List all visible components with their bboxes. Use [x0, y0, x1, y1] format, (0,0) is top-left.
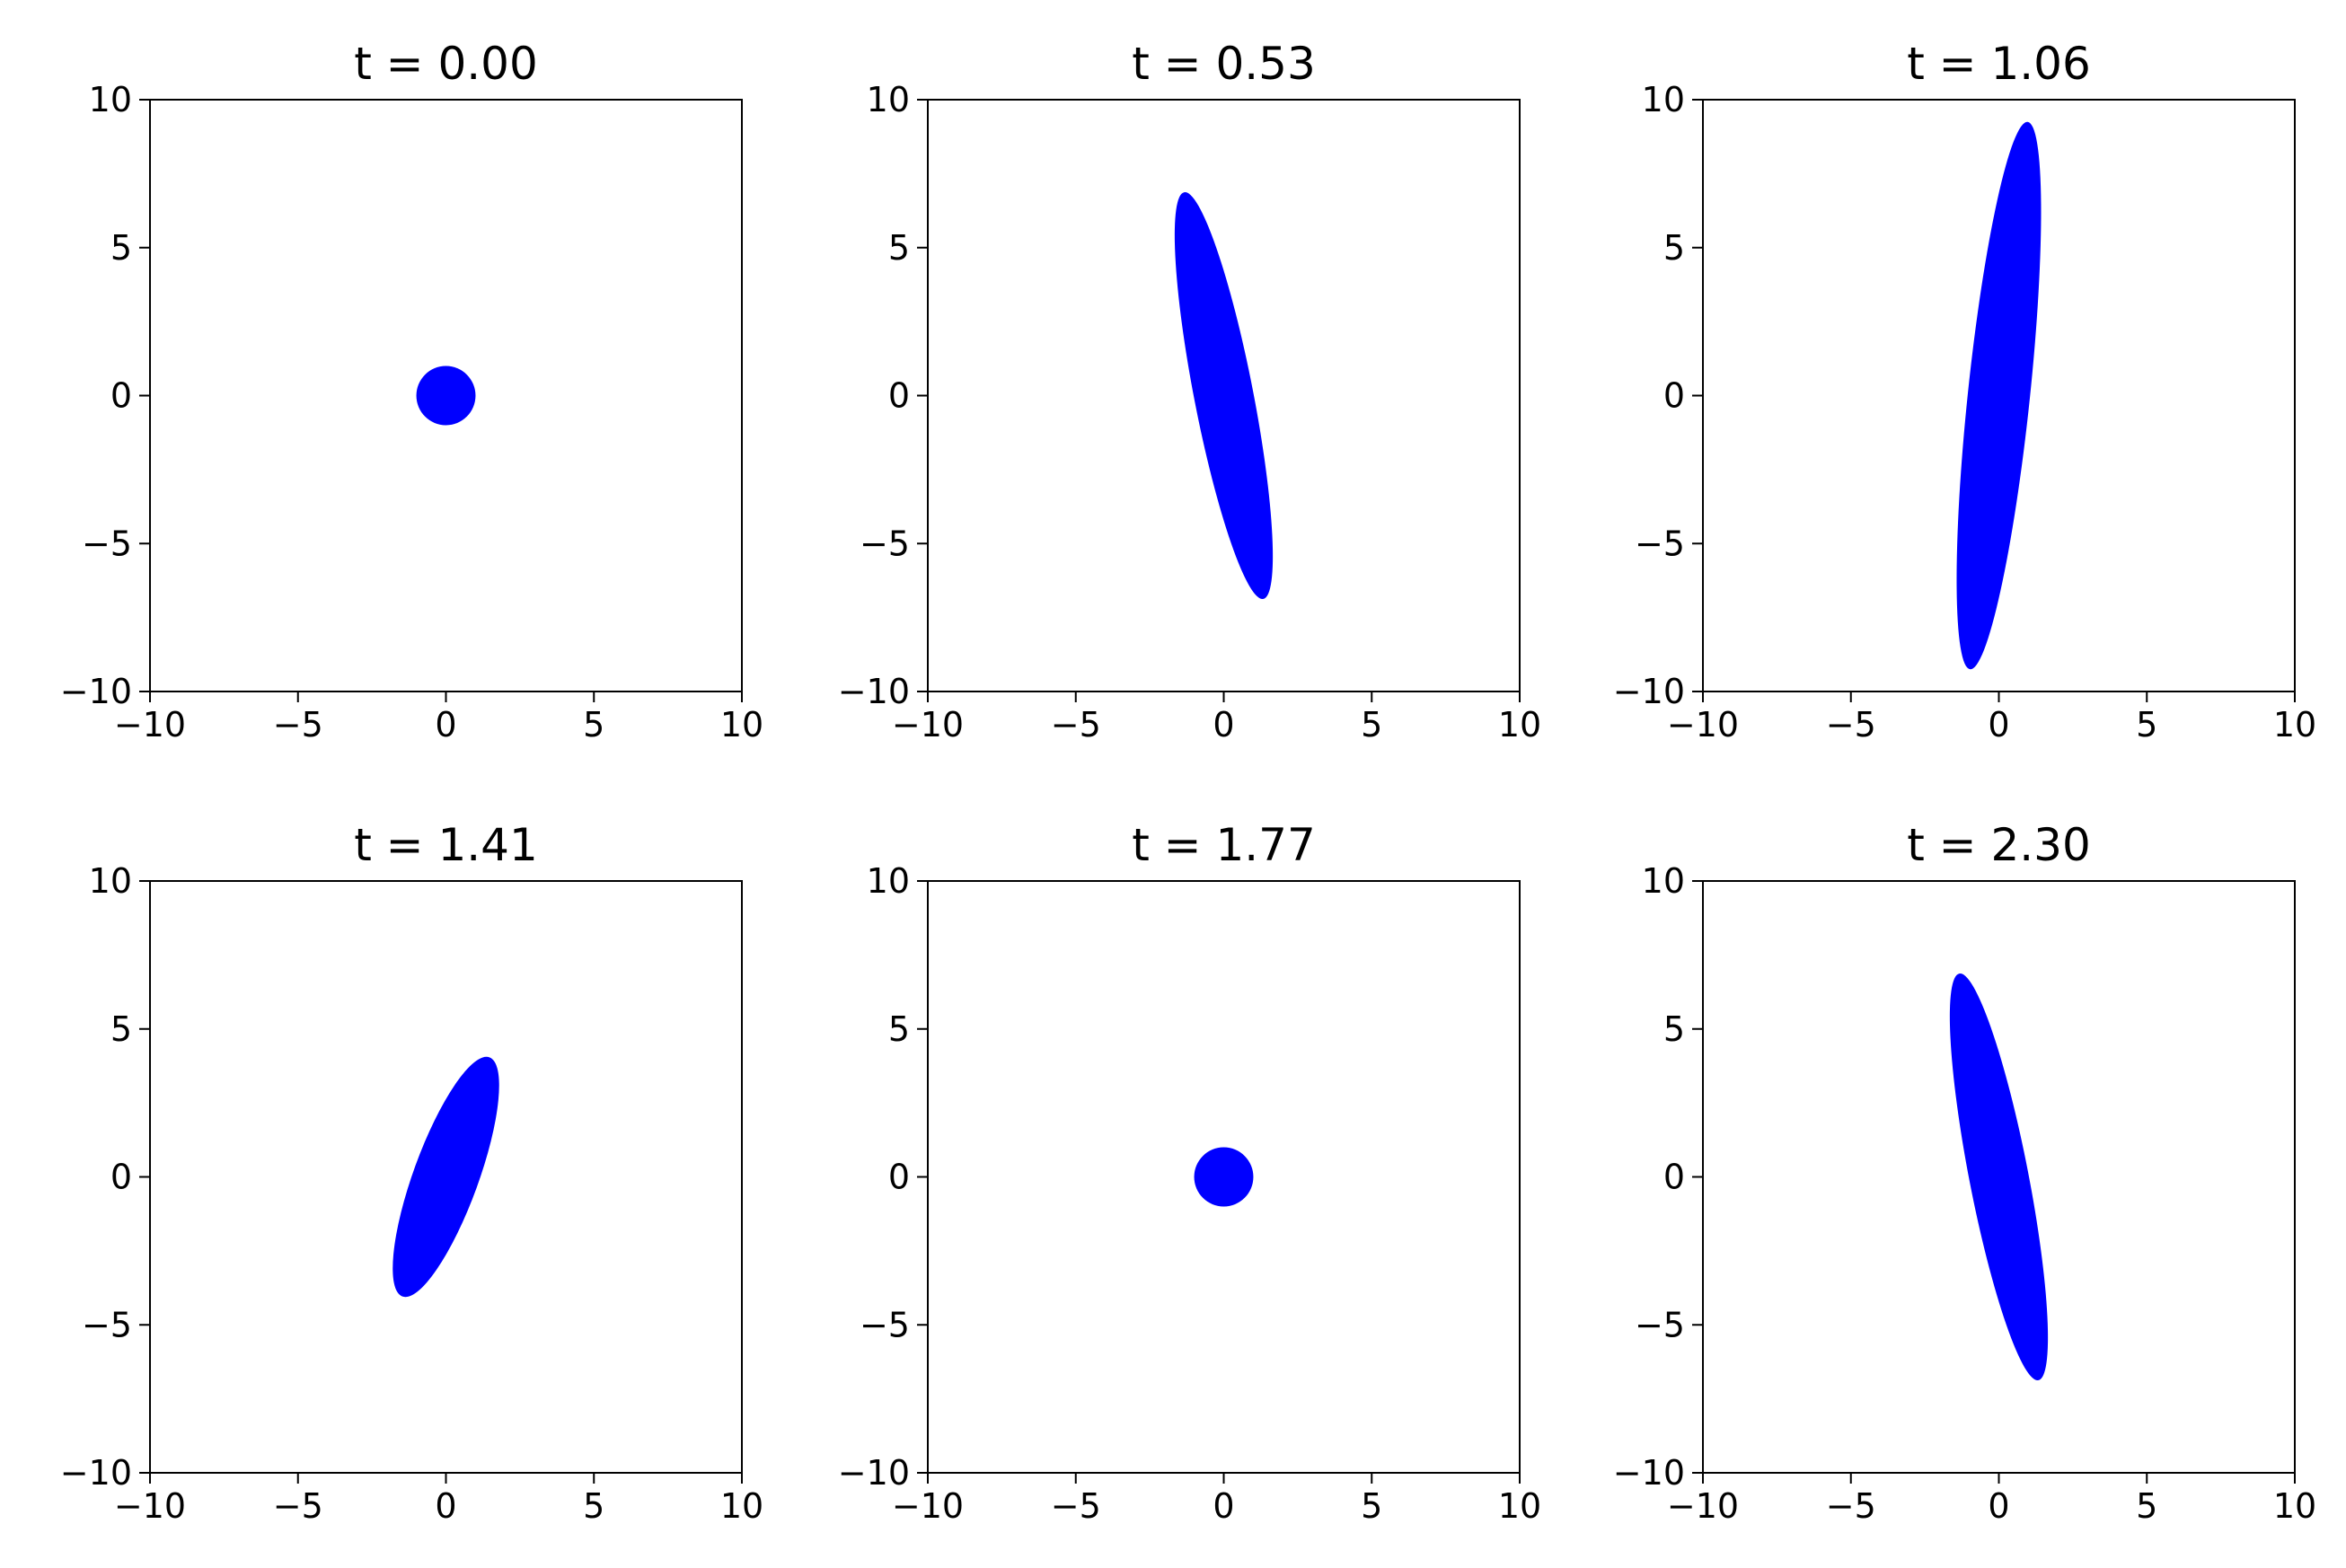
y-tick-label: −5 [82, 1305, 132, 1344]
y-tick-label: 5 [888, 228, 910, 268]
x-tick-label: 10 [2273, 1486, 2316, 1526]
x-tick-label: 5 [1361, 1486, 1382, 1526]
y-tick-label: −10 [60, 672, 132, 711]
x-tick-label: −5 [1826, 705, 1876, 744]
x-tick-label: 10 [720, 705, 763, 744]
y-tick-label: 5 [110, 228, 132, 268]
subplot-title: t = 0.00 [354, 38, 538, 90]
y-tick-label: −5 [1635, 524, 1685, 563]
subplot-4: −10 −5 0 5 10 −10 −5 0 5 10 t = 1.41 [60, 819, 763, 1526]
y-tick-label: 10 [867, 80, 910, 119]
ellipse-blob [1194, 1147, 1254, 1207]
plot-area [1194, 1147, 1254, 1207]
y-tick-label: 10 [89, 80, 132, 119]
subplot-title: t = 1.77 [1132, 819, 1316, 871]
x-tick-label: −5 [1826, 1486, 1876, 1526]
subplot-2: −10 −5 0 5 10 −10 −5 0 5 10 t = 0.53 [838, 38, 1541, 744]
y-tick-label: 5 [1663, 228, 1685, 268]
y-tick-label: 5 [110, 1009, 132, 1049]
y-tick-label: 5 [1663, 1009, 1685, 1049]
ellipse-blob [1956, 121, 2042, 670]
x-tick-label: 10 [1498, 705, 1541, 744]
ellipse-blob [416, 366, 476, 426]
x-tick-label: 0 [435, 705, 456, 744]
y-tick-label: 10 [867, 861, 910, 901]
x-tick-label: −5 [1051, 1486, 1101, 1526]
subplot-3: −10 −5 0 5 10 −10 −5 0 5 10 t = 1.06 [1613, 38, 2316, 744]
plot-area [1174, 192, 1274, 599]
x-tick-label: 0 [1988, 1486, 2009, 1526]
y-tick-label: 10 [89, 861, 132, 901]
x-tick-label: −5 [273, 705, 323, 744]
y-tick-label: −5 [860, 1305, 910, 1344]
x-tick-label: 0 [1213, 1486, 1234, 1526]
x-tick-label: −10 [1667, 1486, 1739, 1526]
x-tick-label: −10 [114, 705, 186, 744]
y-tick-label: −10 [1613, 672, 1685, 711]
x-tick-label: 5 [1361, 705, 1382, 744]
x-tick-label: −5 [273, 1486, 323, 1526]
subplot-1: −10 −5 0 5 10 −10 −5 0 5 10 t = 0.00 [60, 38, 763, 744]
x-tick-label: −10 [114, 1486, 186, 1526]
ellipse-blob [1949, 973, 2049, 1380]
x-tick-label: −10 [892, 705, 964, 744]
subplot-title: t = 2.30 [1907, 819, 2091, 871]
plot-area [1949, 973, 2049, 1380]
x-tick-label: 5 [2136, 1486, 2157, 1526]
x-tick-label: −10 [1667, 705, 1739, 744]
subplot-title: t = 0.53 [1132, 38, 1316, 90]
x-tick-label: 0 [1213, 705, 1234, 744]
plot-area [392, 1056, 499, 1298]
y-tick-label: 0 [110, 376, 132, 416]
y-tick-label: 0 [1663, 1158, 1685, 1197]
y-tick-label: 10 [1642, 861, 1685, 901]
x-tick-label: 10 [2273, 705, 2316, 744]
y-tick-label: −10 [1613, 1453, 1685, 1493]
x-tick-label: 0 [435, 1486, 456, 1526]
x-tick-label: 5 [2136, 705, 2157, 744]
y-tick-label: 0 [1663, 376, 1685, 416]
x-tick-label: −5 [1051, 705, 1101, 744]
subplot-6: −10 −5 0 5 10 −10 −5 0 5 10 t = 2.30 [1613, 819, 2316, 1526]
x-tick-label: 10 [720, 1486, 763, 1526]
ellipse-blob [1174, 192, 1274, 599]
y-tick-label: −5 [860, 524, 910, 563]
y-tick-label: 0 [110, 1158, 132, 1197]
y-tick-label: 0 [888, 1158, 910, 1197]
ellipse-blob [392, 1056, 499, 1298]
y-tick-label: −5 [1635, 1305, 1685, 1344]
y-tick-label: −10 [60, 1453, 132, 1493]
subplot-title: t = 1.06 [1907, 38, 2091, 90]
y-tick-label: −10 [838, 672, 910, 711]
x-tick-label: 0 [1988, 705, 2009, 744]
plot-area [1956, 121, 2042, 670]
y-tick-label: −5 [82, 524, 132, 563]
subplot-5: −10 −5 0 5 10 −10 −5 0 5 10 t = 1.77 [838, 819, 1541, 1526]
x-tick-label: 5 [583, 1486, 604, 1526]
y-tick-label: −10 [838, 1453, 910, 1493]
x-tick-label: 10 [1498, 1486, 1541, 1526]
x-tick-label: −10 [892, 1486, 964, 1526]
x-tick-label: 5 [583, 705, 604, 744]
subplot-title: t = 1.41 [354, 819, 538, 871]
plot-area [416, 366, 476, 426]
y-tick-label: 5 [888, 1009, 910, 1049]
y-tick-label: 10 [1642, 80, 1685, 119]
y-tick-label: 0 [888, 376, 910, 416]
